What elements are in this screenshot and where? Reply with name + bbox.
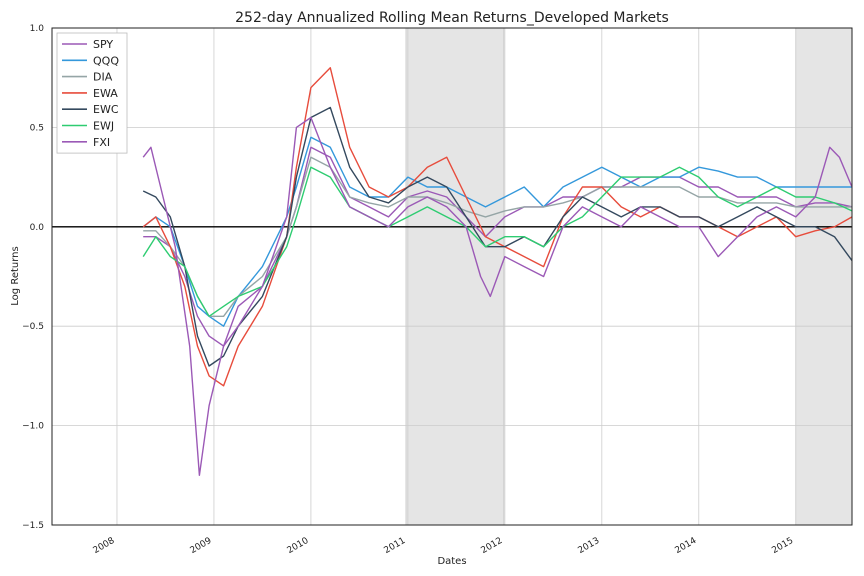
legend-entry-fxi: FXI [93, 136, 110, 149]
y-tick-label: −0.5 [22, 322, 44, 332]
legend: SPY QQQ DIA EWA EWC EWJ FXI [56, 32, 128, 154]
legend-entry-spy: SPY [93, 38, 113, 51]
plot-frame [51, 27, 853, 526]
legend-entry-qqq: QQQ [93, 54, 119, 67]
series-line-fxi [142, 116, 852, 476]
series-line-qqq [142, 136, 852, 327]
series-line-dia [143, 156, 852, 317]
legend-entry-dia: DIA [93, 71, 113, 84]
y-tick-label: −1.0 [22, 422, 44, 432]
series-line-ewa [142, 67, 852, 387]
legend-entry-ewj: EWJ [93, 120, 114, 133]
y-axis-label: Log Returns [10, 246, 21, 305]
y-tick-label: 0.0 [30, 223, 45, 233]
shaded-region-1 [405, 27, 505, 526]
x-axis-label: Dates [437, 556, 466, 567]
shaded-regions [405, 27, 853, 526]
y-tick-label: 0.5 [30, 123, 44, 133]
shaded-region-2 [795, 27, 853, 526]
y-axis-ticks: −1.5 −1.0 −0.5 0.0 0.5 1.0 [22, 24, 44, 531]
series-line-spy [143, 146, 852, 347]
series-lines [142, 67, 852, 476]
chart-title: 252-day Annualized Rolling Mean Returns_… [235, 10, 669, 26]
series-line-ewj [142, 166, 852, 317]
y-tick-label: −1.5 [22, 521, 44, 531]
legend-entry-ewc: EWC [93, 103, 119, 116]
series-line-ewc [142, 106, 852, 367]
y-tick-label: 1.0 [30, 24, 45, 34]
legend-entry-ewa: EWA [93, 87, 118, 100]
